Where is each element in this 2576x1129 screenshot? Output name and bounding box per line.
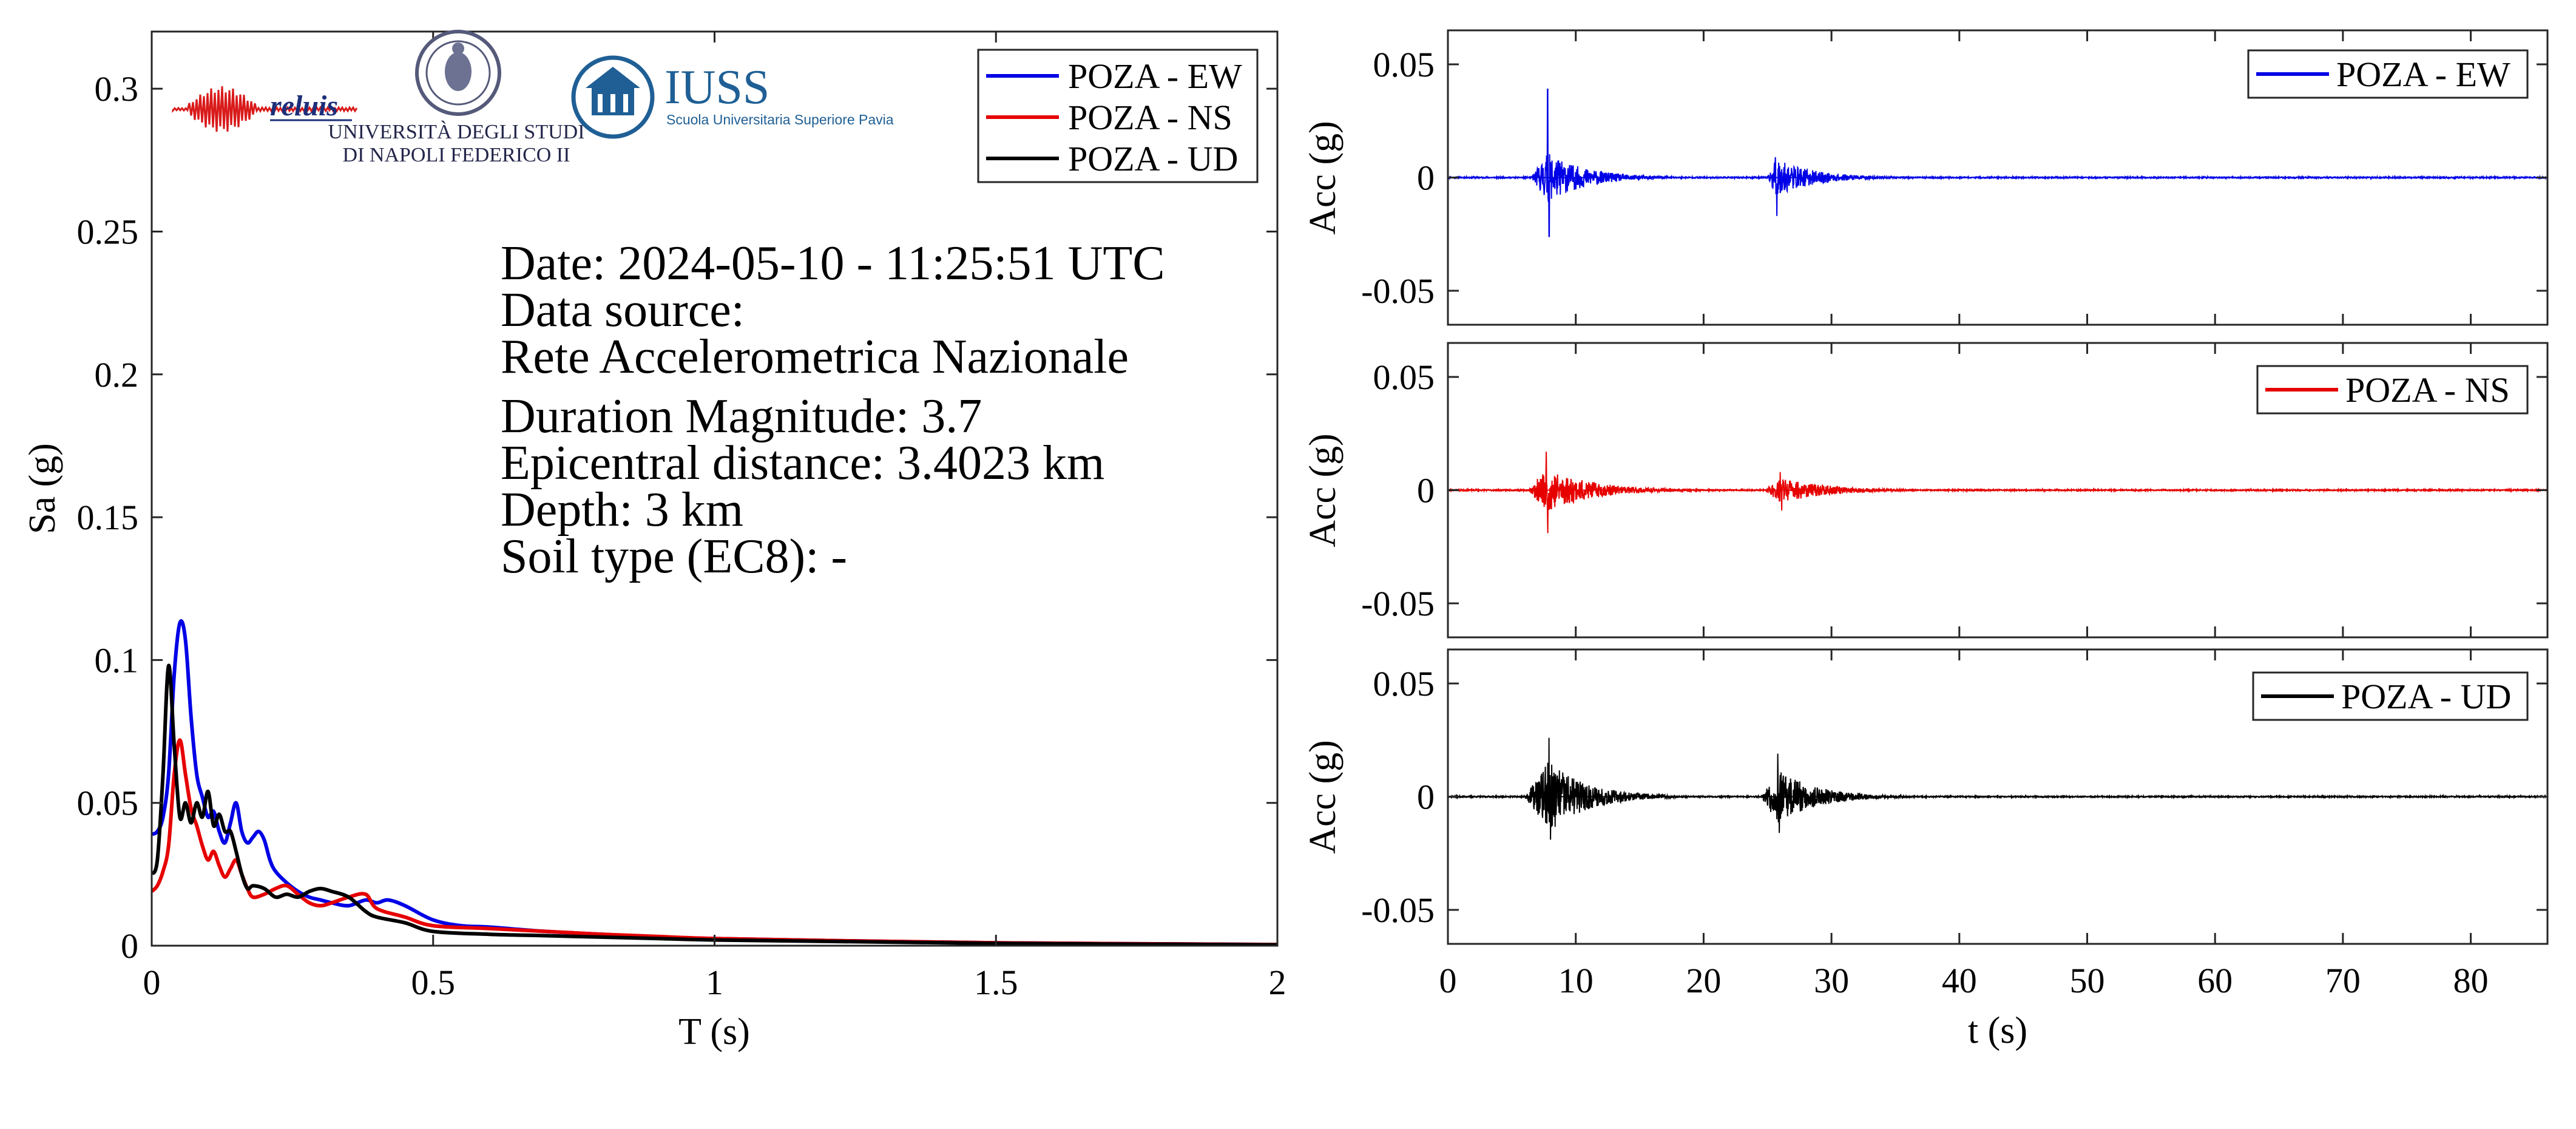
spectrum-series-group xyxy=(152,619,1277,946)
spectrum-series-ew xyxy=(152,619,1277,946)
reluis-logo: reluis xyxy=(172,86,358,132)
spectrum-y-axis-label: Sa (g) xyxy=(22,443,63,534)
time-x-tick-label: 50 xyxy=(2069,961,2104,1000)
acc-y-tick-label: 0.05 xyxy=(1373,664,1435,704)
depth: Depth: 3 km xyxy=(501,483,743,537)
spectrum-series-ns xyxy=(152,738,1277,946)
acc-y-tick-label: -0.05 xyxy=(1361,584,1435,623)
acc-y-tick-label: 0 xyxy=(1417,471,1435,510)
ew-plot-frame xyxy=(1447,29,2549,326)
spectrum-axes: 0 0.5 1 1.5 2 0 0.05 0.1 0.15 0.2 0.25 0.3 T (s) Sa… xyxy=(22,30,1286,1053)
time-x-tick-label: 70 xyxy=(2325,961,2361,1000)
spectrum-y-tick-label: 0.25 xyxy=(77,212,139,251)
ew-legend-label: POZA - EW xyxy=(2336,55,2510,94)
legend-label-ud: POZA - UD xyxy=(1068,139,1238,178)
duration-magnitude: Duration Magnitude: 3.7 xyxy=(501,390,982,443)
acc-y-tick-label: 0.05 xyxy=(1373,45,1435,84)
ns-legend: POZA - NS xyxy=(2256,365,2529,415)
ud-legend-label: POZA - UD xyxy=(2341,677,2511,716)
data-source-name: Rete Accelerometrica Nazionale xyxy=(501,330,1129,384)
acc-y-tick-label: -0.05 xyxy=(1361,271,1435,311)
spectrum-x-tick-label: 0.5 xyxy=(411,963,456,1002)
time-x-tick-label: 80 xyxy=(2453,961,2489,1000)
event-date: Date: 2024-05-10 - 11:25:51 UTC xyxy=(501,237,1165,290)
ud-plot-frame xyxy=(1447,648,2549,945)
spectrum-x-axis-label: T (s) xyxy=(678,1011,750,1053)
time-x-tick-label: 0 xyxy=(1439,961,1457,1000)
spectrum-legend: POZA - EW POZA - NS POZA - UD xyxy=(977,49,1259,183)
ud-y-axis-label: Acc (g) xyxy=(1302,740,1344,854)
spectrum-plot-frame xyxy=(150,30,1279,947)
time-x-tick-label: 30 xyxy=(1814,961,1849,1000)
time-x-tick-label: 10 xyxy=(1558,961,1594,1000)
spectrum-x-tick-label: 1 xyxy=(706,963,723,1002)
ns-plot-frame xyxy=(1447,342,2549,639)
spectrum-ticks: 0 0.5 1 1.5 2 0 0.05 0.1 0.15 0.2 0.25 0.3 xyxy=(77,32,1286,1002)
ew-acc-axes: -0.05 0 0.05 Acc (g) POZA - EW xyxy=(1302,29,2549,326)
iuss-logo-subtitle: Scuola Universitaria Superiore Pavia xyxy=(666,112,894,127)
acc-y-tick-label: -0.05 xyxy=(1361,890,1435,930)
iuss-logo: IUSS Scuola Universitaria Superiore Pavi… xyxy=(571,55,894,139)
ns-legend-label: POZA - NS xyxy=(2345,370,2510,410)
time-x-axis-label: t (s) xyxy=(1968,1010,2027,1051)
spectrum-y-tick-label: 0 xyxy=(121,926,138,966)
spectrum-x-tick-label: 2 xyxy=(1269,963,1286,1002)
data-source-label: Data source: xyxy=(501,283,745,337)
acc-series-ew xyxy=(1448,89,2547,237)
unina-logo: UNIVERSITÀ DEGLI STUDI DI NAPOLI FEDERIC… xyxy=(328,30,585,166)
acc-y-tick-label: 0.05 xyxy=(1373,358,1435,397)
acc-y-tick-label: 0 xyxy=(1417,158,1435,198)
reluis-wave-icon xyxy=(172,86,358,132)
ud-legend: POZA - UD xyxy=(2252,671,2529,721)
spectrum-series-ud xyxy=(152,663,1277,946)
reluis-logo-text: reluis xyxy=(270,90,338,122)
ns-acc-axes: -0.05 0 0.05 Acc (g) POZA - NS xyxy=(1302,342,2549,639)
time-x-tick-label: 40 xyxy=(1942,961,1977,1000)
spectrum-y-tick-label: 0.1 xyxy=(95,640,139,680)
unina-name-line1: UNIVERSITÀ DEGLI STUDI xyxy=(328,121,584,143)
spectrum-x-tick-label: 0 xyxy=(143,963,161,1002)
spectrum-x-tick-label: 1.5 xyxy=(974,963,1018,1002)
event-info: Date: 2024-05-10 - 11:25:51 UTC Data sou… xyxy=(501,237,1165,583)
acc-series-ns xyxy=(1448,452,2547,534)
legend-label-ew: POZA - EW xyxy=(1068,56,1242,96)
spectrum-y-tick-label: 0.05 xyxy=(77,784,139,823)
spectrum-y-tick-label: 0.15 xyxy=(77,498,139,537)
soil-type: Soil type (EC8): - xyxy=(501,530,847,583)
time-x-tick-label: 60 xyxy=(2197,961,2233,1000)
spectrum-y-tick-label: 0.2 xyxy=(95,355,139,395)
acc-series-ud xyxy=(1448,737,2547,840)
ew-y-axis-label: Acc (g) xyxy=(1302,121,1344,235)
ew-legend: POZA - EW xyxy=(2247,49,2529,99)
legend-label-ns: POZA - NS xyxy=(1068,98,1232,137)
unina-name-line2: DI NAPOLI FEDERICO II xyxy=(343,144,570,166)
time-x-tick-label: 20 xyxy=(1686,961,1721,1000)
acc-y-tick-label: 0 xyxy=(1417,778,1435,817)
iuss-logo-title: IUSS xyxy=(664,61,769,114)
spectrum-y-tick-label: 0.3 xyxy=(95,69,139,109)
epicentral-distance: Epicentral distance: 3.4023 km xyxy=(501,436,1104,490)
ns-y-axis-label: Acc (g) xyxy=(1302,433,1344,548)
